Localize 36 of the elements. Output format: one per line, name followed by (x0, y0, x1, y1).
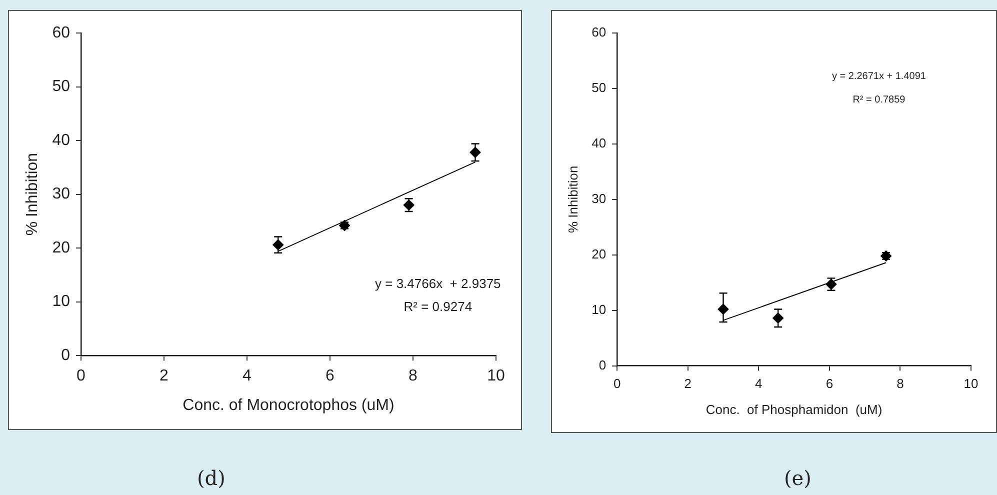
y-tick-label: 50 (52, 78, 70, 96)
x-axis-title: Conc. of Phosphamidon (uM) (706, 402, 882, 417)
annotation: y = 3.4766x + 2.9375 (375, 276, 501, 292)
x-tick-label: 4 (242, 368, 252, 385)
y-tick-label: 60 (52, 24, 70, 42)
y-tick-label: 30 (52, 186, 70, 203)
y-tick-label: 0 (598, 357, 606, 372)
y-tick-label: 20 (52, 239, 70, 256)
y-tick-label: 50 (592, 80, 606, 96)
y-tick-label: 40 (592, 136, 606, 151)
annotation: y = 2.2671x + 1.4091 (832, 71, 926, 82)
x-tick-label: 10 (487, 368, 505, 385)
y-axis-title: % Inhibition (565, 166, 580, 234)
y-tick-label: 10 (52, 293, 70, 310)
y-tick-label: 10 (592, 302, 606, 317)
y-axis-title: % Inhibition (24, 152, 42, 236)
x-tick-label: 2 (160, 368, 169, 385)
y-tick-label: 20 (592, 246, 606, 262)
x-tick-label: 0 (613, 376, 621, 392)
y-tick-label: 0 (61, 347, 70, 364)
x-tick-label: 4 (755, 376, 762, 392)
text: (e) (784, 466, 812, 490)
y-tick-label: 30 (592, 190, 606, 206)
text: (d) (197, 466, 226, 490)
x-tick-label: 6 (326, 368, 335, 385)
y-tick-label: 60 (592, 24, 606, 40)
x-tick-label: 8 (408, 368, 418, 385)
x-tick-label: 8 (896, 376, 904, 392)
x-tick-label: 6 (826, 376, 834, 392)
annotation: R² = 0.7859 (852, 94, 906, 106)
x-tick-label: 2 (684, 376, 692, 392)
y-tick-label: 40 (52, 132, 70, 149)
x-tick-label: 10 (964, 376, 978, 392)
x-tick-label: 0 (76, 368, 86, 385)
annotation: R² = 0.9274 (404, 298, 472, 314)
x-axis-title: Conc. of Monocrotophos (uM) (182, 396, 394, 414)
